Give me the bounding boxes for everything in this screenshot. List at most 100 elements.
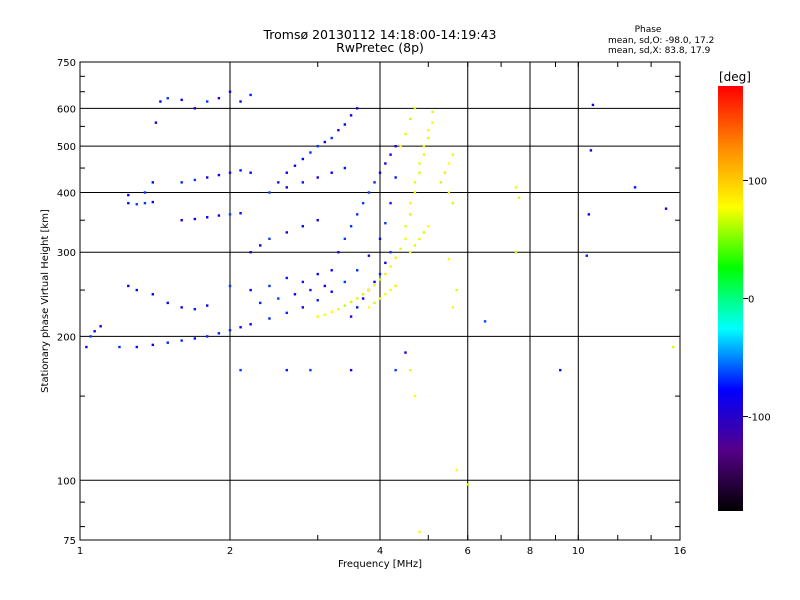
data-point [193,307,197,311]
data-point [316,176,319,179]
data-point [422,153,426,156]
data-point [239,368,242,372]
data-point [228,284,232,288]
data-point [389,251,392,254]
data-point [180,181,183,184]
data-point [259,301,262,305]
data-point [268,237,271,241]
data-point [404,351,407,354]
data-point [418,162,421,165]
data-point [384,261,387,265]
data-point [514,251,518,254]
colorbar-gradient [718,86,743,511]
data-point [337,307,340,311]
data-point [285,171,288,174]
data-point [367,306,371,309]
data-point [316,219,319,222]
data-point [205,304,209,307]
data-point [180,306,183,309]
colorbar-tick-label: 0 [748,295,754,306]
data-point [316,144,319,148]
colorbar-tick-label: 100 [748,176,767,187]
data-point [413,107,417,110]
data-point [239,100,242,103]
data-point [301,181,305,184]
data-point [143,201,147,205]
data-point [343,304,347,307]
data-point [316,272,319,276]
data-point [285,311,288,315]
data-point [409,201,412,205]
data-point [151,343,155,347]
data-point [373,283,376,287]
data-point [217,332,221,335]
data-point [193,178,197,182]
y-tick-label: 100 [57,476,76,487]
data-point [337,251,340,254]
data-point [394,368,397,372]
x-tick-label: 4 [377,546,383,557]
colorbar: [deg] 100 0 -100 [718,70,771,511]
data-point [217,173,221,177]
x-tick-label: 10 [572,546,585,557]
data-point [378,171,382,174]
data-point [483,320,487,323]
data-point [193,337,197,340]
data-point [394,144,397,148]
data-point [404,225,407,228]
data-point [228,329,232,332]
data-point [151,181,155,184]
data-point [159,100,162,103]
data-point [259,244,262,247]
y-tick-label: 600 [57,104,76,115]
data-point [418,530,421,534]
data-point [431,121,434,124]
colorbar-tick-label: -100 [748,413,771,424]
data-point [589,149,593,152]
data-point [249,251,252,254]
data-point [447,162,451,165]
data-point [378,278,382,281]
data-point [355,107,359,110]
data-point [277,181,280,184]
data-point [591,103,595,107]
data-point [180,339,183,342]
data-point [301,280,305,284]
data-point [285,231,288,234]
data-point [355,269,359,272]
data-point [409,117,412,121]
data-point [343,123,347,126]
data-point [427,225,430,228]
y-tick-label: 400 [57,188,76,199]
axis-layer: 1 2 4 6 8 10 16 75 100 200 300 400 500 600 750 [57,58,686,557]
data-point [671,345,675,349]
y-axis-label: Stationary phase Virtual Height [km] [40,209,51,393]
data-point [249,171,252,174]
chart-title: Tromsø 20130112 14:18:00-14:19:43 [262,27,496,42]
data-point [413,394,417,398]
x-tick-label: 8 [527,546,533,557]
data-point [151,200,155,204]
data-point [409,213,412,216]
data-point [323,140,327,144]
data-point [205,176,209,179]
data-point [451,201,455,205]
data-point [228,213,232,216]
data-point [180,219,183,222]
data-point [409,251,412,254]
data-point [585,254,588,257]
data-point [451,153,455,156]
data-point [301,157,305,161]
data-point [330,290,333,293]
data-point [343,166,347,170]
data-point [422,231,426,234]
data-point [205,335,209,338]
data-point [399,247,402,250]
data-point [268,284,271,288]
data-point [447,258,451,261]
data-point [285,276,288,280]
data-point [330,136,333,140]
data-point [361,201,365,205]
data-point [455,468,458,472]
x-axis-label: Frequency [MHz] [338,559,422,570]
